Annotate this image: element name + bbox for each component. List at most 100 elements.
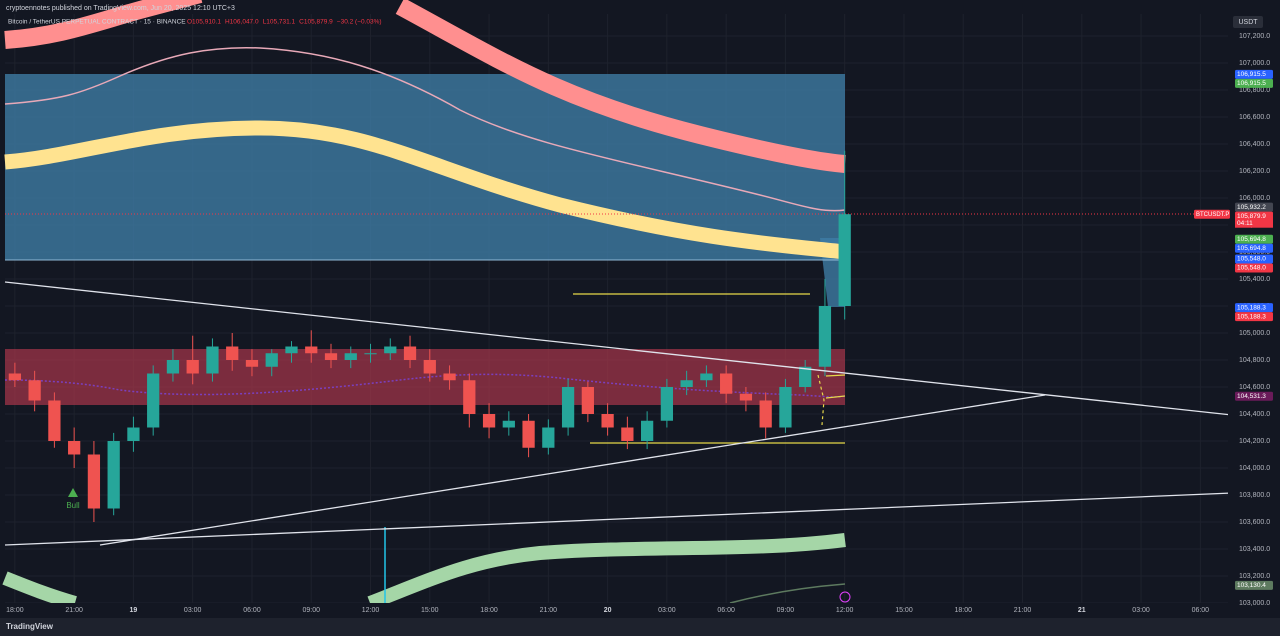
price-tag: [1235, 312, 1273, 322]
price-tag-label: 105,694.8: [1237, 236, 1266, 243]
candle-body: [779, 387, 792, 428]
currency-box[interactable]: [1233, 16, 1263, 28]
lower-band: [367, 533, 846, 610]
price-tag-label: 105,879.9: [1237, 213, 1266, 220]
price-tag: [1235, 234, 1273, 244]
y-tick-label: 103,600.0: [1239, 519, 1270, 526]
candle-body: [147, 373, 160, 428]
candle-body: [660, 387, 674, 421]
candle-body: [463, 380, 476, 415]
candle-body: [640, 420, 654, 442]
y-tick-label: 106,400.0: [1239, 141, 1270, 148]
candle-body: [324, 353, 338, 361]
ohlc-legend: O105,910.1 H106,047.0 L105,731.1 C105,879.9…: [187, 19, 382, 26]
candle-body: [799, 366, 812, 388]
trendline: [99, 394, 1046, 546]
x-tick-label: 21:00: [1014, 607, 1032, 614]
x-tick-label: 15:00: [421, 607, 439, 614]
x-tick-label: 09:00: [302, 607, 320, 614]
trendline: [4, 492, 1233, 546]
publisher-line: cryptoennotes published on TradingView.c…: [6, 5, 235, 12]
candle-body: [68, 441, 81, 455]
y-tick-label: 103,000.0: [1239, 600, 1270, 607]
candle-body: [285, 346, 298, 354]
axes: 103,000.0 103,200.0 103,400.0 103,600.0 103,…: [6, 33, 1273, 614]
bull-signal-marker: [68, 488, 78, 497]
candle-body: [561, 387, 575, 428]
y-tick-label: 104,600.0: [1239, 384, 1270, 391]
x-tick-label: 03:00: [1132, 607, 1150, 614]
candle-body: [700, 373, 713, 381]
candle-body: [601, 414, 614, 428]
price-tag: [1235, 254, 1273, 264]
x-tick-label: 21:00: [65, 607, 83, 614]
y-tick-label: 104,400.0: [1239, 411, 1270, 418]
x-tick-label: 03:00: [658, 607, 676, 614]
ohlc-value: L105,731.1: [263, 19, 296, 26]
time-axis: [0, 603, 1228, 618]
candle-body: [107, 441, 120, 509]
candle-body: [403, 346, 417, 361]
candles: [8, 150, 851, 523]
price-tag: [1235, 211, 1273, 221]
price-tag: [1235, 580, 1273, 590]
y-tick-label: 106,600.0: [1239, 114, 1270, 121]
countdown: 04:11: [1237, 220, 1253, 227]
lower-line: [729, 583, 846, 604]
candle-body: [127, 427, 140, 442]
x-tick-label: 20: [604, 607, 612, 614]
ohlc-value: O105,910.1: [187, 19, 221, 26]
y-tick-label: 104,200.0: [1239, 438, 1270, 445]
upper-band: [4, 0, 846, 173]
candle-body: [186, 360, 199, 374]
footer-bar: [0, 618, 1280, 636]
candle-body: [720, 373, 733, 394]
x-tick-label: 06:00: [243, 607, 261, 614]
y-tick-label: 107,000.0: [1239, 60, 1270, 67]
candle-body: [226, 346, 239, 361]
price-tag-label: 103,130.4: [1237, 582, 1266, 589]
price-tag: [1235, 391, 1273, 401]
candle-body: [423, 360, 436, 374]
candle-body: [838, 214, 851, 307]
price-tag: [1235, 69, 1273, 79]
projection: [825, 374, 846, 399]
price-tag: [1235, 243, 1273, 253]
alert-icon[interactable]: [839, 591, 851, 603]
candle-body: [305, 346, 318, 354]
candle-body: [384, 346, 397, 354]
trendlines: [4, 281, 1233, 603]
middle-band: [4, 120, 846, 260]
candle-body: [621, 427, 634, 442]
price-tag-label: 105,694.8: [1237, 245, 1266, 252]
x-tick-label: 15:00: [895, 607, 913, 614]
candle-body: [265, 353, 278, 367]
candle-body: [364, 353, 377, 355]
candle-body: [344, 353, 357, 361]
x-tick-label: 21: [1078, 607, 1086, 614]
x-tick-label: 18:00: [954, 607, 972, 614]
currency: USDT: [1238, 19, 1258, 26]
ohlc-value: H106,047.0: [225, 19, 259, 26]
candle-body: [8, 373, 22, 381]
x-tick-label: 12:00: [362, 607, 380, 614]
candle-body: [542, 427, 555, 448]
indicator-overlays: Bull: [2, 0, 1228, 610]
x-tick-label: 12:00: [836, 607, 854, 614]
footer-logo: TradingView: [6, 622, 54, 631]
price-tag: [1235, 303, 1273, 313]
y-tick-label: 106,800.0: [1239, 87, 1270, 94]
candle-body: [680, 380, 693, 388]
candle-body: [818, 306, 832, 367]
price-tag-label: 106,915.5: [1237, 71, 1266, 78]
y-tick-label: 104,000.0: [1239, 465, 1270, 472]
bull-signal-label: Bull: [66, 501, 80, 510]
trendline: [4, 281, 1233, 416]
y-tick-label: 103,400.0: [1239, 546, 1270, 553]
symbol-tag-label: BTCUSDT.P: [1196, 212, 1229, 218]
x-tick-label: 06:00: [1192, 607, 1210, 614]
y-tick-label: 105,000.0: [1239, 330, 1270, 337]
ohlc-value: C105,879.9: [299, 19, 333, 26]
price-tag-label: 105,548.0: [1237, 256, 1266, 263]
y-tick-label: 104,800.0: [1239, 357, 1270, 364]
